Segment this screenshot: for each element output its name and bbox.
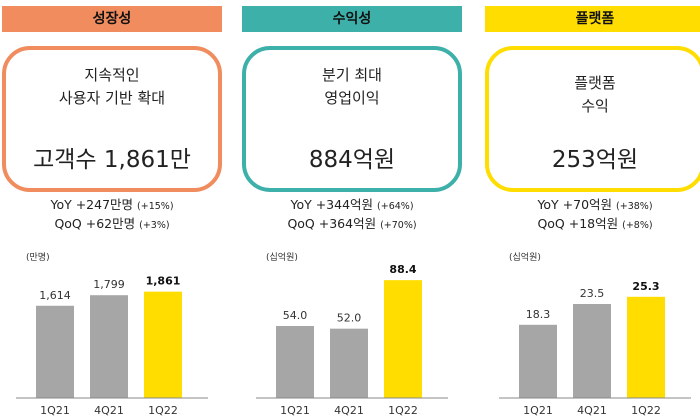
x-tick-label-1Q22: 1Q22 <box>631 404 661 417</box>
profit-header: 수익성 <box>242 6 462 32</box>
x-tick-label-1Q21: 1Q21 <box>523 404 553 417</box>
profit-qoq: QoQ +364억원 <box>287 216 377 231</box>
growth-box: 지속적인 사용자 기반 확대 고객수 1,861만 <box>2 46 222 192</box>
platform-panel: 플랫폼 플랫폼 수익 253억원 YoY +70억원 (+38%) QoQ +1… <box>485 0 700 417</box>
growth-qoq-pct: (+3%) <box>139 220 170 231</box>
platform-yoy-pct: (+38%) <box>616 201 653 212</box>
platform-yoy: YoY +70억원 <box>537 197 613 212</box>
growth-desc-line-1: 지속적인 <box>84 66 140 84</box>
platform-desc-line-2: 수익 <box>581 97 609 115</box>
profit-yoy-pct: (+64%) <box>377 201 414 212</box>
growth-bar-chart: (만명) 1,614 1Q21 1,799 4Q21 1,861 1Q22 <box>16 252 208 417</box>
bar-4Q21 <box>330 328 368 398</box>
platform-description: 플랫폼 수익 <box>489 72 700 118</box>
value-label-1Q21: 54.0 <box>283 309 308 322</box>
platform-qoq: QoQ +18억원 <box>537 216 619 231</box>
profit-description: 분기 최대 영업이익 <box>246 64 458 110</box>
value-label-1Q22: 1,861 <box>146 275 181 288</box>
x-tick-label-4Q21: 4Q21 <box>334 404 364 417</box>
value-label-4Q21: 1,799 <box>93 278 125 291</box>
x-tick-label-1Q21: 1Q21 <box>280 404 310 417</box>
platform-bar-chart: (십억원) 18.3 1Q21 23.5 4Q21 25.3 1Q22 <box>499 251 691 417</box>
bar-1Q22 <box>144 291 182 398</box>
platform-header: 플랫폼 <box>485 6 700 32</box>
x-tick-label-4Q21: 4Q21 <box>577 404 607 417</box>
value-label-1Q22: 88.4 <box>389 263 416 276</box>
platform-desc-line-1: 플랫폼 <box>574 74 616 92</box>
profit-yoy: YoY +344억원 <box>290 197 374 212</box>
profit-bar-chart: (십억원) 54.0 1Q21 52.0 4Q21 88.4 1Q22 <box>256 251 448 417</box>
value-label-4Q21: 23.5 <box>580 287 605 300</box>
chart-unit-label: (십억원) <box>509 251 541 263</box>
value-label-1Q21: 1,614 <box>39 289 71 302</box>
profit-desc-line-1: 분기 최대 <box>322 66 382 84</box>
x-tick-label-4Q21: 4Q21 <box>94 404 124 417</box>
value-label-1Q21: 18.3 <box>526 308 551 321</box>
profit-box: 분기 최대 영업이익 884억원 <box>242 46 462 192</box>
bar-1Q21 <box>519 324 557 398</box>
growth-yoy: YoY +247만명 <box>50 197 134 212</box>
platform-box: 플랫폼 수익 253억원 <box>485 46 700 192</box>
value-label-4Q21: 52.0 <box>337 312 362 325</box>
x-tick-label-1Q22: 1Q22 <box>148 404 178 417</box>
x-tick-label-1Q22: 1Q22 <box>388 404 418 417</box>
platform-qoq-pct: (+8%) <box>622 220 653 231</box>
profit-change-text: YoY +344억원 (+64%) QoQ +364억원 (+70%) <box>242 196 462 234</box>
growth-panel: 성장성 지속적인 사용자 기반 확대 고객수 1,861만 YoY +247만명… <box>2 0 222 417</box>
bar-1Q22 <box>384 280 422 398</box>
growth-qoq: QoQ +62만명 <box>54 216 136 231</box>
growth-change-text: YoY +247만명 (+15%) QoQ +62만명 (+3%) <box>2 196 222 234</box>
bar-4Q21 <box>573 304 611 398</box>
chart-unit-label: (십억원) <box>266 251 298 263</box>
growth-description: 지속적인 사용자 기반 확대 <box>6 64 218 110</box>
platform-change-text: YoY +70억원 (+38%) QoQ +18억원 (+8%) <box>485 196 700 234</box>
bar-1Q21 <box>36 305 74 398</box>
chart-unit-label: (만명) <box>26 252 50 263</box>
profit-big-value: 884억원 <box>308 147 396 173</box>
x-tick-label-1Q21: 1Q21 <box>40 404 70 417</box>
bar-1Q22 <box>627 296 665 398</box>
growth-desc-line-2: 사용자 기반 확대 <box>58 89 166 107</box>
profit-panel: 수익성 분기 최대 영업이익 884억원 YoY +344억원 (+64%) Q… <box>242 0 462 417</box>
growth-big-value: 고객수 1,861만 <box>33 147 191 173</box>
bar-4Q21 <box>90 295 128 398</box>
growth-yoy-pct: (+15%) <box>137 201 174 212</box>
growth-header: 성장성 <box>2 6 222 32</box>
value-label-1Q22: 25.3 <box>632 280 659 293</box>
platform-big-value: 253억원 <box>551 147 639 173</box>
profit-desc-line-2: 영업이익 <box>324 89 380 107</box>
bar-1Q21 <box>276 326 314 398</box>
profit-qoq-pct: (+70%) <box>380 220 417 231</box>
